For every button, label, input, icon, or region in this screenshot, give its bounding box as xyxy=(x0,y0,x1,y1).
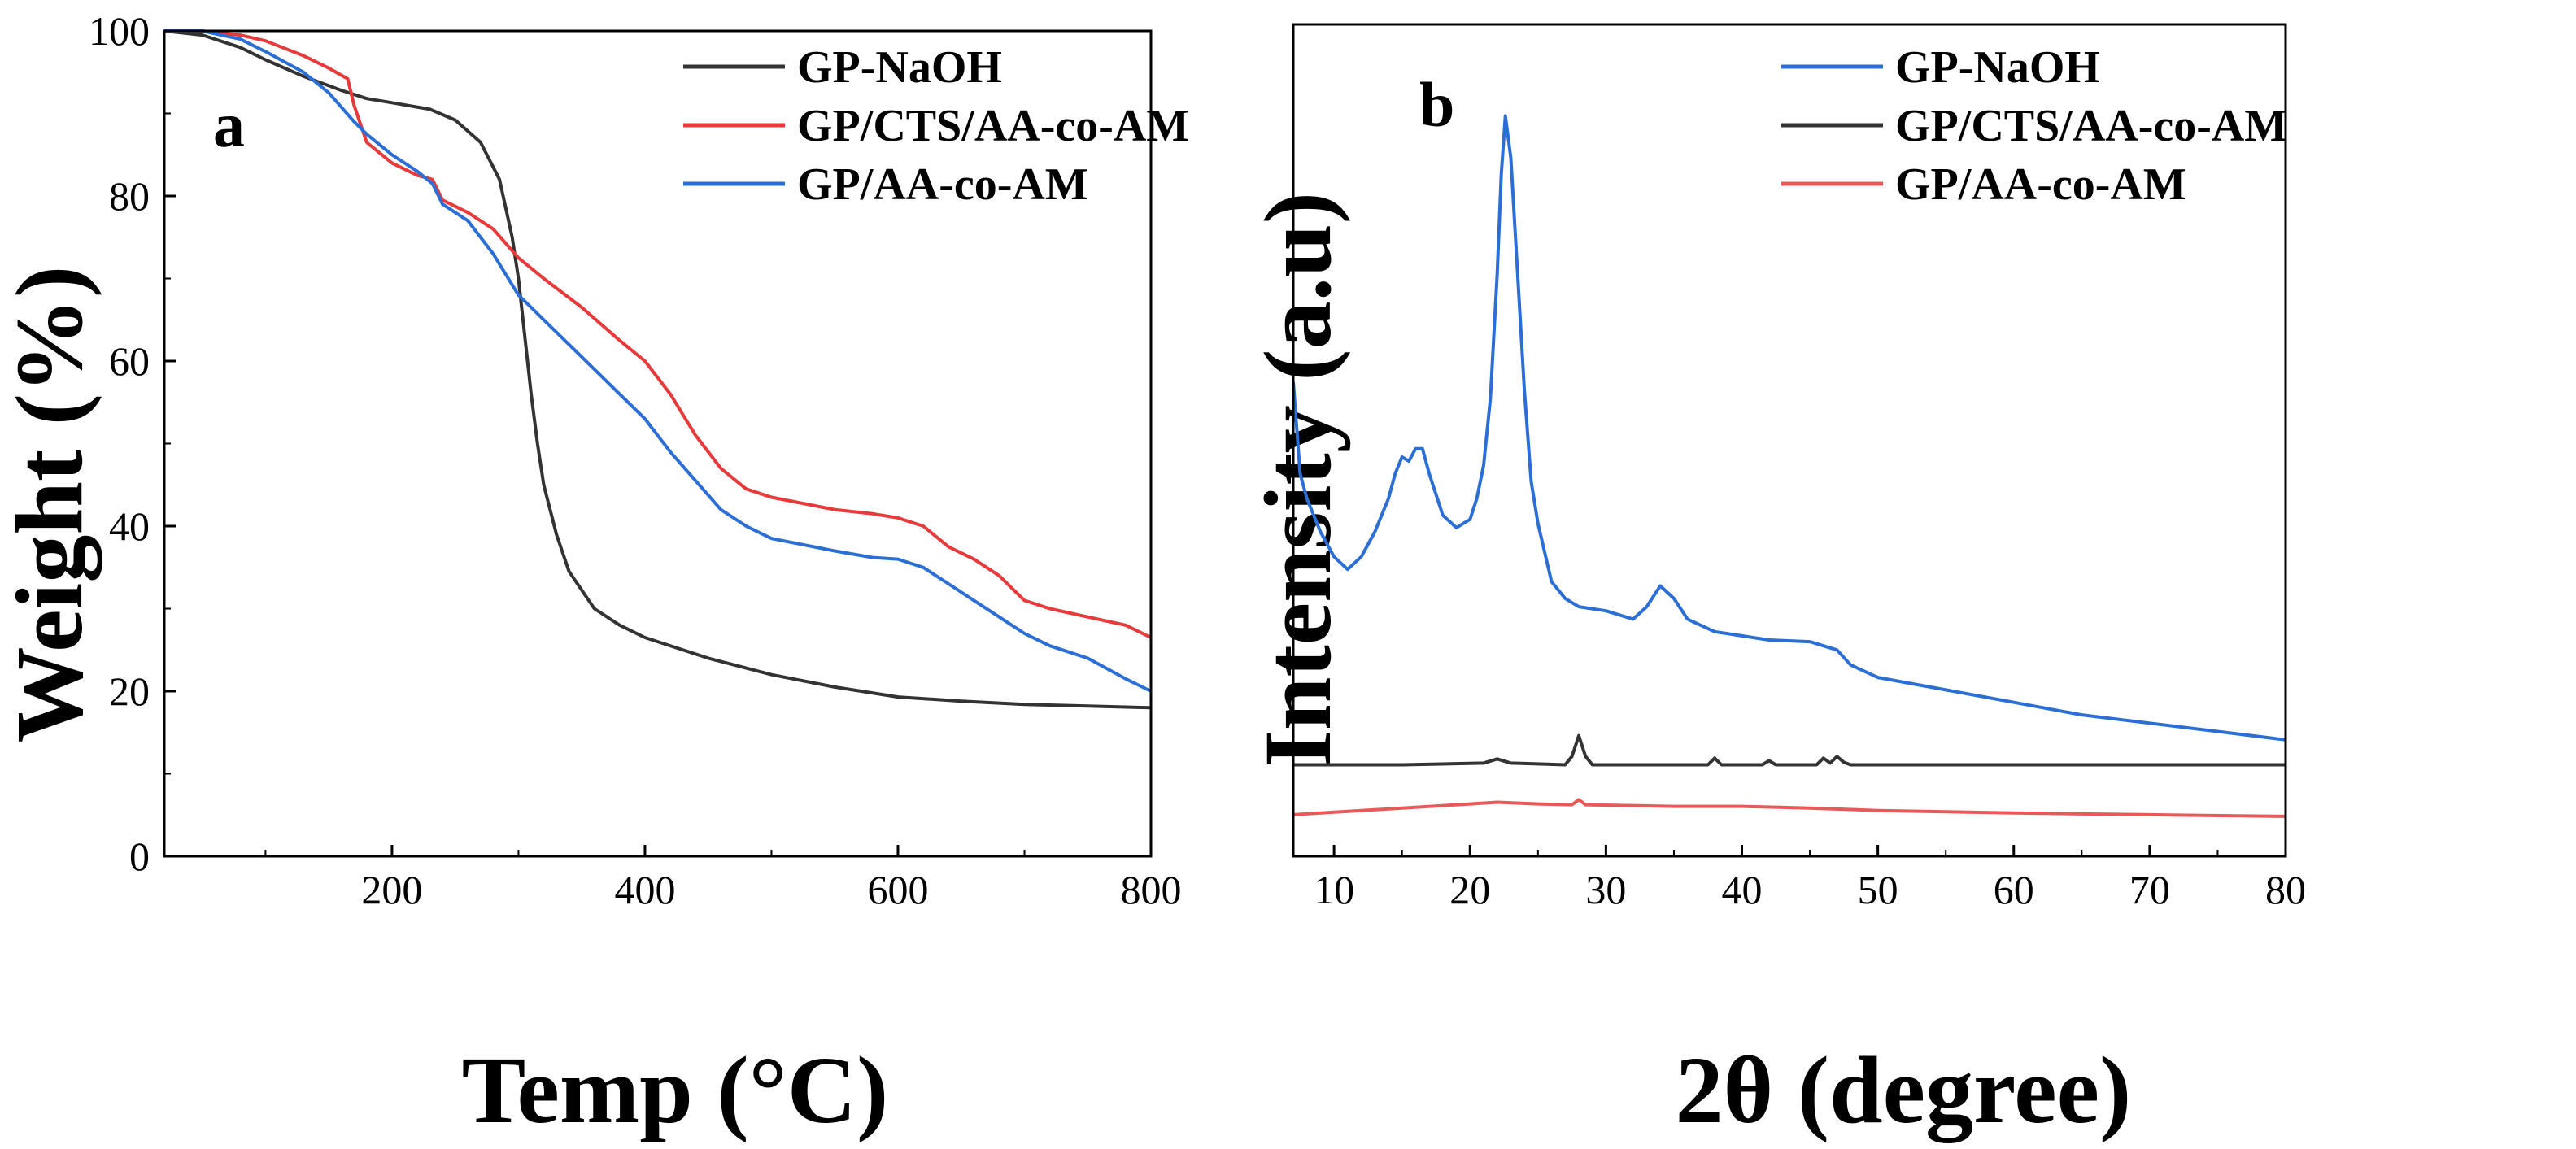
panel-a-label: a xyxy=(213,89,245,160)
panel-a-x-tick-label: 800 xyxy=(1121,867,1182,912)
panel-b-series-line-1 xyxy=(1292,114,2286,742)
panel-a-y-tick-label: 100 xyxy=(89,8,150,54)
panel-b-x-tick-label: 80 xyxy=(2265,867,2306,912)
panel-b-x-tick-label: 60 xyxy=(1994,867,2034,912)
panel-b-series-line-2 xyxy=(1293,733,2286,767)
panel-a-y-axis-label: Weight (%) xyxy=(0,266,102,743)
panel-b-label: b xyxy=(1419,69,1454,140)
panel-a-y-tick-label: 40 xyxy=(109,503,150,549)
panel-a-legend-item: GP/AA-co-AM xyxy=(683,159,1088,210)
panel-b-legend-item: GP/CTS/AA-co-AM xyxy=(1781,101,2287,151)
panel-a-y-tick-label: 20 xyxy=(109,668,150,714)
panel-a-y-tick-label: 80 xyxy=(109,173,150,219)
panel-b-axes-frame xyxy=(1292,23,2287,858)
panel-a-x-axis-label: Temp (°C) xyxy=(462,1037,889,1143)
panel-a-x-tick-label: 200 xyxy=(361,867,422,912)
panel-b-x-tick-label: 10 xyxy=(1314,867,1354,912)
panel-b-legend: GP-NaOH GP/CTS/AA-co-AM GP/AA-co-AM xyxy=(1781,42,2287,210)
panel-a-axes-frame xyxy=(163,29,1153,858)
panel-b-y-axis-label: Intensity (a.u) xyxy=(1244,192,1351,768)
panel-a-series-line-3 xyxy=(164,29,1152,693)
panel-b-legend-label: GP/CTS/AA-co-AM xyxy=(1895,101,2287,151)
panel-b-legend-item: GP/AA-co-AM xyxy=(1781,159,2186,210)
panel-b-x-tick-label: 50 xyxy=(1858,867,1898,912)
panel-b-legend-item: GP-NaOH xyxy=(1781,42,2100,93)
panel-a-x-tick-label: 400 xyxy=(614,867,675,912)
panel-a-x-tick-label: 600 xyxy=(867,867,928,912)
panel-b-x-tick-label: 20 xyxy=(1449,867,1490,912)
panel-b-legend-label: GP/AA-co-AM xyxy=(1895,159,2186,210)
panel-a-chart: Weight (%) Temp (°C) a 200 400 600 800 0 20 40… xyxy=(0,8,1189,1143)
panel-b-legend-label: GP-NaOH xyxy=(1895,42,2100,93)
panel-a-plot-area: 200 400 600 800 0 20 40 60 80 100 xyxy=(89,8,1182,912)
panel-a-series-line-2 xyxy=(164,29,1152,639)
panel-a-legend-label: GP/CTS/AA-co-AM xyxy=(797,101,1189,151)
panel-a-legend-item: GP-NaOH xyxy=(683,42,1002,93)
panel-a-legend-item: GP/CTS/AA-co-AM xyxy=(683,101,1189,151)
panel-a-y-tick-label: 60 xyxy=(109,338,150,384)
panel-b-plot-area: 10 20 30 40 50 60 70 80 xyxy=(1292,23,2306,912)
panel-b-x-tick-label: 30 xyxy=(1585,867,1626,912)
panel-b-series-line-3 xyxy=(1292,798,2286,818)
panel-a-legend: GP-NaOH GP/CTS/AA-co-AM GP/AA-co-AM xyxy=(683,42,1189,210)
panel-a-legend-label: GP-NaOH xyxy=(797,42,1002,93)
panel-b-x-tick-label: 40 xyxy=(1722,867,1763,912)
panel-a-y-tick-label: 0 xyxy=(129,833,150,879)
panel-b-x-axis-label: 2θ (degree) xyxy=(1676,1037,2132,1143)
panel-a-series-line-1 xyxy=(163,29,1152,710)
panel-b-chart: Intensity (a.u) 2θ (degree) b 10 20 30 40 50… xyxy=(1244,23,2306,1143)
panel-a-legend-label: GP/AA-co-AM xyxy=(797,159,1088,210)
panel-b-x-tick-label: 70 xyxy=(2129,867,2170,912)
